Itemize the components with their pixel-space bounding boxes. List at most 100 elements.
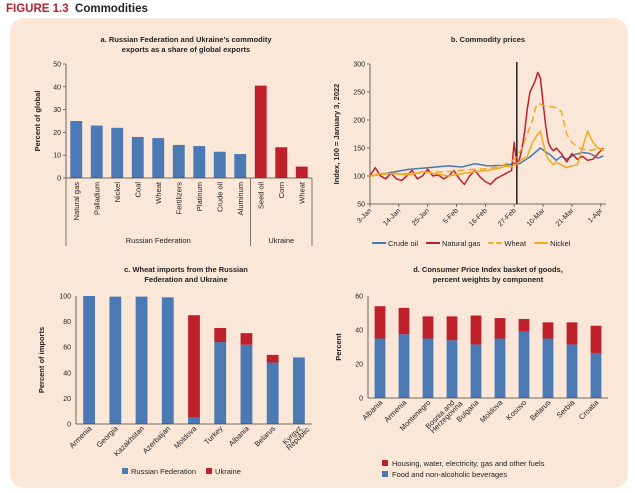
chart-c-y-tick-label: 60: [63, 345, 71, 352]
chart-a-title-line-2: exports as a share of global exports: [122, 45, 250, 54]
chart-c-x-tick-label-azerbaijan: Azerbaijan: [141, 424, 172, 455]
chart-a-bar-platinum-6: [193, 146, 206, 178]
chart-d-y-axis-label: Percent: [334, 333, 343, 361]
chart-a-bar-wheat-11: [295, 166, 308, 178]
chart-c-x-tick-label-albania: Albania: [227, 423, 252, 448]
chart-d-bar-moldova-housing-water-electricity-gas-and-other-fuels: [494, 318, 506, 339]
chart-b-x-tick-label-27-feb: 27-Feb: [497, 207, 518, 228]
chart-a-bar-fertilizers-5: [172, 144, 185, 178]
chart-d-legend-label-housing-water-electricity-gas-and-other-fuels: Housing, water, electricity, gas and oth…: [392, 459, 545, 468]
chart-b-x-tick-label-10-mar: 10-Mar: [526, 207, 547, 228]
chart-a-title-line-1: a. Russian Federation and Ukraine's comm…: [101, 35, 273, 44]
chart-b-y-tick-label: 250: [353, 90, 365, 97]
chart-d-bar-bulgaria-housing-water-electricity-gas-and-other-fuels: [470, 315, 482, 345]
chart-a-bar-crude-oil-7: [213, 151, 226, 178]
chart-c-bar-georgia-russian-federation: [109, 296, 122, 424]
chart-c-bar-belarus-russian-federation: [266, 362, 279, 424]
chart-a-bar-palladium-1: [90, 125, 103, 178]
chart-c-y-axis-label: Percent of imports: [37, 327, 46, 393]
chart-a-x-tick-label: Crude oil: [215, 182, 224, 212]
chart-d-bar-bosnia-and-herzegovina-housing-water-electricity-gas-and-other-fuels: [446, 316, 458, 341]
chart-a-x-tick-label: Aluminum: [236, 182, 245, 215]
chart-c-x-tick-label-armenia: Armenia: [67, 423, 94, 450]
chart-b-y-tick-label: 300: [353, 62, 365, 69]
chart-a-bar-corn-10: [275, 147, 288, 178]
chart-c-x-tick-label-turkey: Turkey: [202, 424, 225, 447]
chart-a-x-tick-label: Coal: [133, 182, 142, 198]
chart-b-y-axis-label: Index, 100 = January 3, 2022: [332, 84, 341, 185]
chart-a-x-tick-label: Wheat: [154, 181, 163, 204]
chart-b-x-tick-label-25-jan: 25-Jan: [411, 207, 431, 227]
chart-d-x-tick-label-kosovo: Kosovo: [504, 398, 528, 422]
chart-b-y-tick-label: 100: [353, 174, 365, 181]
chart-d-bar-armenia-food-and-non-alcoholic-beverages: [398, 334, 410, 398]
chart-a-x-tick-label: Fertilizers: [174, 182, 183, 215]
chart-b-x-tick-label-14-jan: 14-Jan: [382, 207, 402, 227]
chart-d-bar-montenegro-housing-water-electricity-gas-and-other-fuels: [422, 316, 434, 339]
chart-a-bar-coal-3: [131, 136, 144, 178]
chart-a-bar-aluminum-8: [234, 154, 247, 178]
chart-a-x-tick-label: Wheat: [297, 181, 306, 204]
chart-d-x-tick-label-moldova: Moldova: [478, 397, 505, 424]
chart-a-x-tick-label: Corn: [277, 182, 286, 198]
figure-label: FIGURE 1.3: [6, 3, 69, 15]
chart-a-x-tick-label: Nickel: [113, 182, 122, 203]
chart-b-legend-label-crude-oil: Crude oil: [388, 239, 418, 248]
chart-d-bar-bosnia-and-herzegovina-food-and-non-alcoholic-beverages: [446, 340, 458, 398]
chart-c-bar-belarus-ukraine: [266, 354, 279, 363]
chart-d-bar-belarus-housing-water-electricity-gas-and-other-fuels: [542, 322, 554, 339]
chart-c-bar-kyrgyz-republic-russian-federation: [292, 357, 305, 424]
chart-c-y-tick-label: 80: [63, 319, 71, 326]
chart-c-bar-turkey-russian-federation: [214, 342, 227, 424]
chart-d-bar-kosovo-housing-water-electricity-gas-and-other-fuels: [518, 318, 530, 332]
chart-a-y-tick-label: 30: [53, 107, 61, 114]
chart-c-title-line-1: c. Wheat imports from the Russian: [124, 265, 248, 274]
chart-a-y-axis-label: Percent of global: [33, 91, 42, 152]
chart-c-legend-label-ukraine: Ukraine: [215, 467, 241, 476]
chart-a-y-tick-label: 20: [53, 130, 61, 137]
chart-d-legend-label-food-and-non-alcoholic-beverages: Food and non-alcoholic beverages: [392, 470, 507, 479]
chart-c-bar-moldova-russian-federation: [188, 417, 200, 424]
chart-b-x-tick-label-1-apr: 1-Apr: [587, 207, 605, 225]
chart-c-bar-turkey-ukraine: [214, 328, 227, 343]
chart-c-bar-albania-ukraine: [240, 333, 253, 345]
chart-c-legend-swatch-ukraine: [206, 468, 213, 474]
chart-d-bar-albania-housing-water-electricity-gas-and-other-fuels: [374, 306, 386, 339]
chart-c-bar-moldova-ukraine: [188, 315, 200, 418]
chart-a-bar-wheat-4: [152, 138, 165, 178]
chart-d-bar-croatia-housing-water-electricity-gas-and-other-fuels: [590, 325, 602, 353]
chart-a-bar-seed-oil-9: [254, 85, 267, 178]
chart-d-bar-serbia-housing-water-electricity-gas-and-other-fuels: [566, 322, 578, 345]
chart-d-y-tick-label: 0: [359, 396, 363, 403]
chart-c-title-line-2: Federation and Ukraine: [144, 275, 227, 284]
chart-c-x-tick-label-georgia: Georgia: [95, 423, 121, 449]
chart-a-x-tick-label: Seed oil: [256, 182, 265, 209]
chart-a-group-label-ukraine: Ukraine: [268, 236, 294, 245]
chart-b-series-crude-oil: [369, 147, 604, 177]
chart-c-bar-azerbaijan-russian-federation: [161, 297, 174, 424]
chart-d-bar-kosovo-food-and-non-alcoholic-beverages: [518, 331, 530, 398]
chart-d-title-line-1: d. Consumer Price Index basket of goods,: [413, 265, 563, 274]
chart-b-legend-label-natural-gas: Natural gas: [442, 239, 481, 248]
chart-c-bar-kazakhstan-russian-federation: [135, 296, 148, 424]
chart-a-group-label-russian-federation: Russian Federation: [126, 236, 191, 245]
chart-d-title-line-2: percent weights by component: [433, 275, 544, 284]
chart-d-x-tick-label-serbia: Serbia: [555, 397, 577, 419]
chart-d-y-tick-label: 20: [355, 362, 363, 369]
chart-d-bar-croatia-food-and-non-alcoholic-beverages: [590, 352, 602, 398]
chart-a-x-tick-label: Platinum: [195, 182, 204, 211]
chart-a-y-tick-label: 50: [53, 62, 61, 69]
chart-d-legend-swatch-housing-water-electricity-gas-and-other-fuels: [382, 460, 388, 466]
chart-b-x-tick-label-16-feb: 16-Feb: [468, 207, 489, 228]
chart-d-bar-moldova-food-and-non-alcoholic-beverages: [494, 338, 506, 398]
chart-c-y-tick-label: 40: [63, 370, 71, 377]
figure-title-text: Commodities: [75, 3, 148, 15]
chart-d-bar-serbia-food-and-non-alcoholic-beverages: [566, 344, 578, 398]
chart-d-bar-bulgaria-food-and-non-alcoholic-beverages: [470, 344, 482, 398]
chart-b-series-nickel: [369, 130, 604, 177]
chart-b-x-tick-label-21-mar: 21-Mar: [555, 207, 576, 228]
chart-c-y-tick-label: 20: [63, 396, 71, 403]
chart-d-bar-albania-food-and-non-alcoholic-beverages: [374, 338, 386, 398]
chart-a-y-tick-label: 40: [53, 84, 61, 91]
